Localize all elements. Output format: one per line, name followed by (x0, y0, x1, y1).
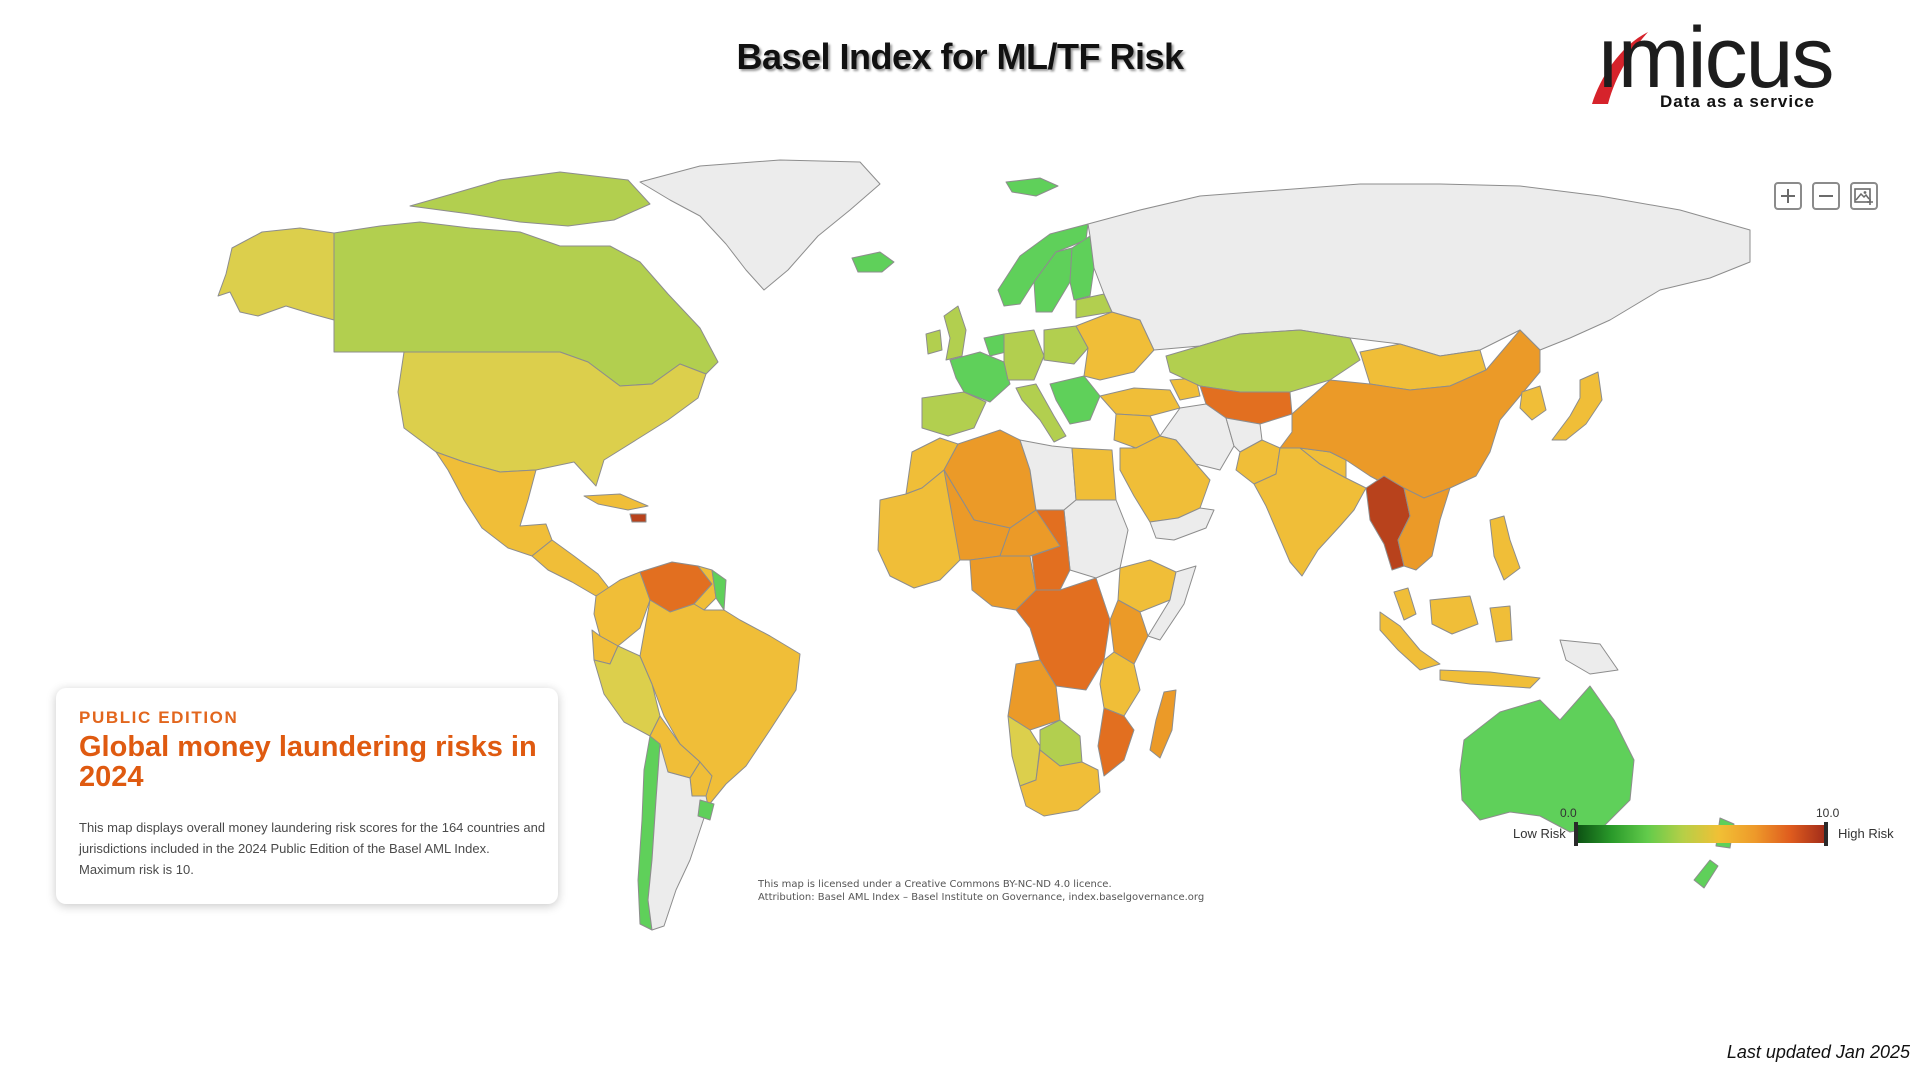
map-attribution: This map is licensed under a Creative Co… (758, 878, 1204, 904)
country-colombia[interactable] (593, 571, 651, 647)
page-title: Basel Index for ML/TF Risk (736, 36, 1184, 77)
country-japan[interactable] (1551, 371, 1603, 441)
country-turkey[interactable] (1099, 387, 1181, 417)
legend-min-handle[interactable] (1574, 822, 1578, 846)
image-download-icon (1854, 188, 1873, 205)
country-tanzania[interactable] (1099, 651, 1141, 717)
country-indonesia[interactable] (1379, 595, 1541, 689)
plus-icon (1781, 189, 1795, 203)
country-greenland[interactable] (639, 159, 881, 291)
country-china[interactable] (1279, 329, 1541, 499)
aimicus-logo: ımicus Data as a service (1582, 10, 1912, 116)
country-png[interactable] (1559, 639, 1619, 675)
risk-legend: 0.0 10.0 Low Risk High Risk (1508, 806, 1900, 856)
info-card: PUBLIC EDITION Global money laundering r… (56, 688, 558, 904)
country-haiti[interactable] (629, 513, 647, 523)
legend-high-label: High Risk (1838, 826, 1894, 841)
legend-low-label: Low Risk (1513, 826, 1566, 841)
country-svalbard[interactable] (1005, 177, 1059, 197)
legend-min-value: 0.0 (1560, 806, 1577, 820)
logo-wordmark: ımicus (1596, 10, 1834, 106)
country-philippines[interactable] (1489, 515, 1521, 581)
country-madagascar[interactable] (1149, 689, 1177, 759)
license-text: This map is licensed under a Creative Co… (758, 879, 1112, 890)
country-ireland[interactable] (925, 329, 943, 355)
country-germany[interactable] (1003, 329, 1045, 381)
country-korea[interactable] (1519, 385, 1547, 421)
logo-tagline: Data as a service (1660, 92, 1815, 111)
last-updated-note: Last updated Jan 2025 (1726, 1042, 1910, 1062)
country-alaska[interactable] (217, 227, 335, 321)
country-iceland[interactable] (851, 251, 895, 273)
minus-icon (1819, 195, 1833, 197)
country-south-africa[interactable] (1019, 749, 1101, 817)
country-australia[interactable] (1459, 685, 1635, 833)
country-iberia[interactable] (921, 391, 987, 437)
country-saudi-arabia[interactable] (1119, 435, 1211, 523)
country-brazil[interactable] (639, 599, 801, 807)
country-cuba[interactable] (583, 493, 649, 511)
country-somalia[interactable] (1147, 565, 1197, 641)
country-russia[interactable] (1087, 183, 1751, 357)
country-mozambique[interactable] (1097, 707, 1135, 777)
country-argentina[interactable] (647, 743, 709, 931)
country-uruguay[interactable] (697, 799, 715, 821)
legend-max-value: 10.0 (1816, 806, 1840, 820)
country-finland[interactable] (1069, 235, 1095, 301)
country-benelux[interactable] (983, 333, 1007, 357)
country-peru[interactable] (593, 645, 661, 737)
country-poland[interactable] (1043, 325, 1089, 365)
country-uk[interactable] (943, 305, 967, 361)
zoom-in-button[interactable] (1774, 182, 1802, 210)
country-malaysia[interactable] (1393, 587, 1417, 621)
edition-label: PUBLIC EDITION (79, 708, 239, 727)
country-drc[interactable] (1015, 577, 1111, 691)
country-sudan[interactable] (1063, 499, 1129, 579)
country-kazakhstan[interactable] (1165, 329, 1361, 393)
country-balkans[interactable] (1049, 375, 1101, 425)
country-france[interactable] (949, 351, 1011, 403)
country-egypt[interactable] (1071, 447, 1117, 501)
card-description: This map displays overall money launderi… (79, 820, 546, 877)
country-mexico[interactable] (435, 451, 553, 557)
logo-swoosh-icon (1592, 32, 1648, 104)
country-norway[interactable] (997, 223, 1089, 307)
zoom-out-button[interactable] (1812, 182, 1840, 210)
card-heading: Global money laundering risks in 2024 (79, 731, 537, 793)
map-controls (1774, 182, 1878, 210)
country-angola[interactable] (1007, 659, 1061, 731)
legend-gradient-bar (1576, 825, 1826, 843)
credit-text: Attribution: Basel AML Index – Basel Ins… (758, 892, 1205, 903)
country-yemen[interactable] (1149, 507, 1215, 541)
country-indochina[interactable] (1397, 487, 1451, 571)
export-image-button[interactable] (1850, 182, 1878, 210)
country-central-america[interactable] (531, 539, 613, 597)
country-italy[interactable] (1015, 383, 1067, 443)
legend-max-handle[interactable] (1824, 822, 1828, 846)
country-canada-arctic-islands[interactable] (409, 171, 651, 227)
